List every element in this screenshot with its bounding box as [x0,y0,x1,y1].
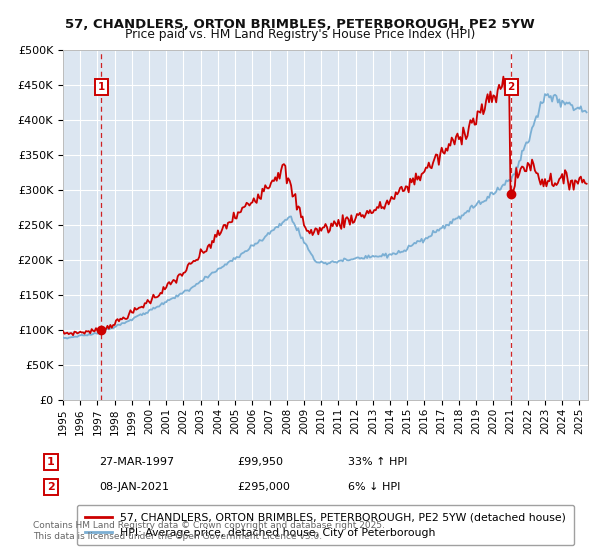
Text: £99,950: £99,950 [237,457,283,467]
Legend: 57, CHANDLERS, ORTON BRIMBLES, PETERBOROUGH, PE2 5YW (detached house), HPI: Aver: 57, CHANDLERS, ORTON BRIMBLES, PETERBORO… [77,505,574,545]
Text: 6% ↓ HPI: 6% ↓ HPI [348,482,400,492]
Text: 1: 1 [98,82,105,92]
Text: 08-JAN-2021: 08-JAN-2021 [99,482,169,492]
Text: 27-MAR-1997: 27-MAR-1997 [99,457,174,467]
Text: 33% ↑ HPI: 33% ↑ HPI [348,457,407,467]
Text: 1: 1 [47,457,55,467]
Text: £295,000: £295,000 [237,482,290,492]
Text: Price paid vs. HM Land Registry's House Price Index (HPI): Price paid vs. HM Land Registry's House … [125,28,475,41]
Text: 2: 2 [508,82,515,92]
Text: Contains HM Land Registry data © Crown copyright and database right 2025.
This d: Contains HM Land Registry data © Crown c… [33,521,385,540]
Text: 57, CHANDLERS, ORTON BRIMBLES, PETERBOROUGH, PE2 5YW: 57, CHANDLERS, ORTON BRIMBLES, PETERBORO… [65,18,535,31]
Text: 2: 2 [47,482,55,492]
